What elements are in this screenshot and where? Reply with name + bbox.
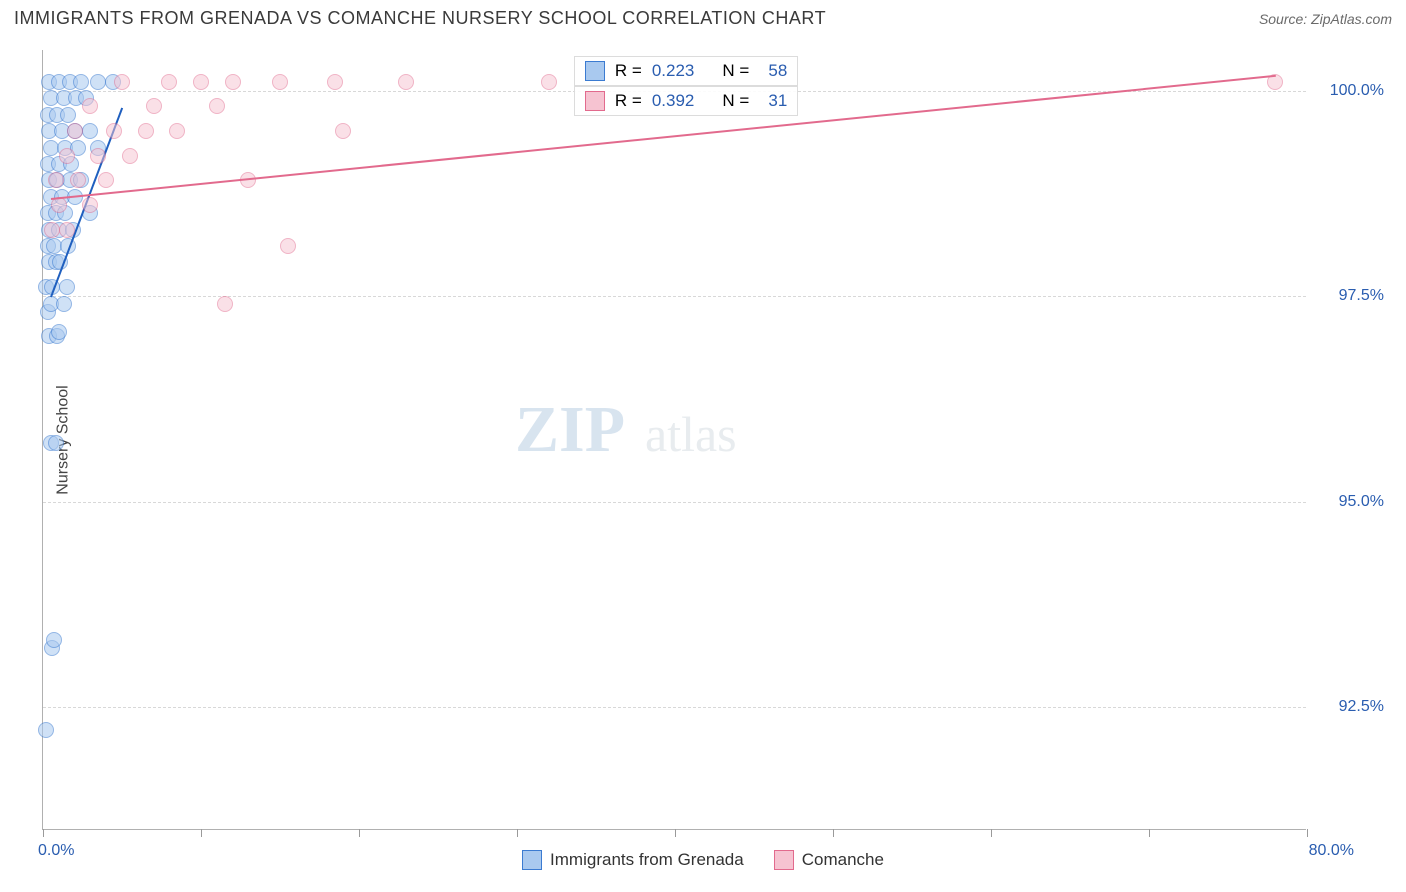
legend-swatch-icon [585, 91, 605, 111]
data-point [51, 324, 67, 340]
data-point [335, 123, 351, 139]
data-point [272, 74, 288, 90]
chart-title: IMMIGRANTS FROM GRENADA VS COMANCHE NURS… [14, 8, 826, 29]
legend-label: Comanche [802, 850, 884, 870]
n-label: N = [722, 91, 749, 111]
data-point [82, 123, 98, 139]
y-tick-label: 92.5% [1314, 698, 1384, 716]
data-point [59, 279, 75, 295]
plot-region: Nursery School 92.5%95.0%97.5%100.0%ZIPa… [42, 50, 1306, 830]
y-tick-label: 97.5% [1314, 287, 1384, 305]
data-point [146, 98, 162, 114]
r-value: 0.392 [652, 91, 695, 111]
data-point [106, 123, 122, 139]
x-tick [675, 829, 676, 837]
legend-swatch-icon [774, 850, 794, 870]
x-tick [1149, 829, 1150, 837]
n-value: 31 [759, 91, 787, 111]
legend-item-grenada: Immigrants from Grenada [522, 850, 744, 870]
data-point [46, 632, 62, 648]
data-point [209, 98, 225, 114]
source-label: Source: ZipAtlas.com [1259, 11, 1392, 27]
data-point [38, 722, 54, 738]
legend-swatch-icon [585, 61, 605, 81]
correlation-legend-row: R = 0.392 N = 31 [574, 86, 798, 116]
n-value: 58 [759, 61, 787, 81]
data-point [217, 296, 233, 312]
data-point [48, 435, 64, 451]
data-point [82, 98, 98, 114]
y-tick-label: 95.0% [1314, 493, 1384, 511]
data-point [67, 123, 83, 139]
y-tick-label: 100.0% [1314, 82, 1384, 100]
legend-label: Immigrants from Grenada [550, 850, 744, 870]
data-point [169, 123, 185, 139]
n-label: N = [722, 61, 749, 81]
data-point [48, 172, 64, 188]
x-tick [359, 829, 360, 837]
data-point [98, 172, 114, 188]
legend-bottom: Immigrants from Grenada Comanche [0, 850, 1406, 870]
data-point [56, 296, 72, 312]
legend-item-comanche: Comanche [774, 850, 884, 870]
gridline [43, 502, 1306, 503]
correlation-legend-row: R = 0.223 N = 58 [574, 56, 798, 86]
data-point [193, 74, 209, 90]
data-point [138, 123, 154, 139]
svg-text:atlas: atlas [645, 406, 737, 462]
r-label: R = [615, 91, 642, 111]
x-tick [1307, 829, 1308, 837]
svg-text:ZIP: ZIP [515, 393, 625, 466]
data-point [114, 74, 130, 90]
x-tick [517, 829, 518, 837]
chart-area: Nursery School 92.5%95.0%97.5%100.0%ZIPa… [42, 50, 1386, 830]
data-point [327, 74, 343, 90]
watermark: ZIP atlas [515, 393, 835, 473]
data-point [90, 148, 106, 164]
data-point [122, 148, 138, 164]
data-point [541, 74, 557, 90]
x-tick [201, 829, 202, 837]
x-tick [991, 829, 992, 837]
data-point [59, 148, 75, 164]
data-point [280, 238, 296, 254]
data-point [73, 74, 89, 90]
x-tick [833, 829, 834, 837]
data-point [60, 107, 76, 123]
data-point [82, 197, 98, 213]
data-point [59, 222, 75, 238]
r-value: 0.223 [652, 61, 695, 81]
data-point [161, 74, 177, 90]
data-point [398, 74, 414, 90]
gridline [43, 296, 1306, 297]
data-point [225, 74, 241, 90]
gridline [43, 707, 1306, 708]
r-label: R = [615, 61, 642, 81]
data-point [70, 172, 86, 188]
legend-swatch-icon [522, 850, 542, 870]
x-tick [43, 829, 44, 837]
